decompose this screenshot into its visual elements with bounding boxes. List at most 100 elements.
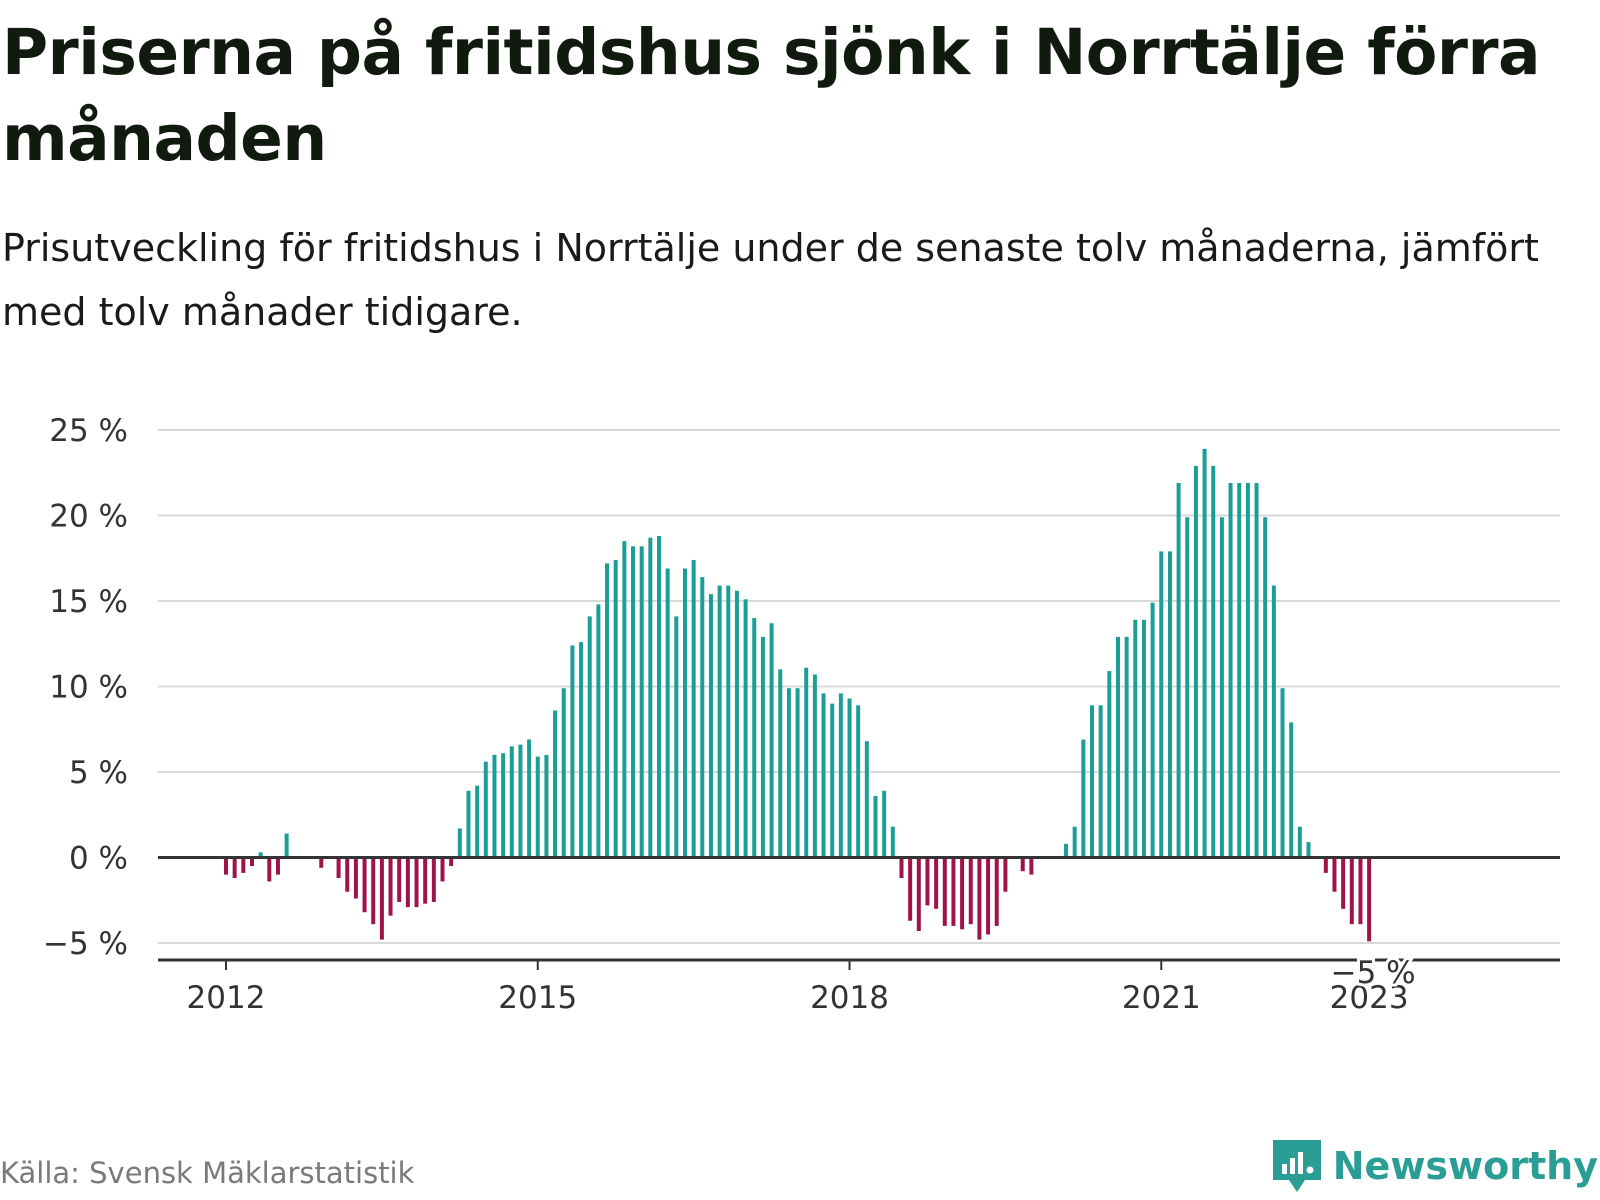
bar: [1263, 517, 1268, 858]
bar: [1367, 857, 1372, 942]
bar: [934, 857, 939, 909]
bar: [639, 546, 644, 858]
bar: [830, 703, 835, 858]
bar: [1297, 826, 1302, 858]
bar: [449, 857, 454, 867]
bar: [345, 857, 350, 892]
y-tick-label: 10 %: [49, 670, 128, 706]
bar: [708, 594, 713, 858]
bar: [267, 857, 272, 882]
bar: [570, 645, 575, 858]
bar: [1245, 483, 1250, 858]
y-tick-label: −5 %: [43, 926, 128, 962]
bar: [812, 674, 817, 858]
bar: [431, 857, 436, 902]
x-axis-ticks: 2012 2015 2018 2021 2023: [187, 960, 1409, 1016]
bar: [838, 693, 843, 858]
x-tick-label: 2015: [498, 980, 577, 1016]
bar: [942, 857, 947, 926]
bar: [631, 546, 636, 858]
bar: [561, 688, 566, 858]
bar: [1358, 857, 1363, 925]
bar: [379, 857, 384, 940]
y-tick-label: 15 %: [49, 584, 128, 620]
bar: [1349, 857, 1354, 925]
bar: [752, 618, 757, 858]
bar: [466, 790, 471, 858]
bar: [475, 785, 480, 858]
bar: [613, 559, 618, 858]
bar: [1323, 857, 1328, 873]
bar: [1115, 636, 1120, 858]
bar: [916, 857, 921, 932]
bar: [509, 746, 514, 858]
y-tick-label: 0 %: [69, 841, 128, 877]
bar: [726, 585, 731, 858]
bar: [778, 669, 783, 858]
bar: [544, 754, 549, 858]
newsworthy-logo-icon: [1272, 1140, 1321, 1192]
bar: [648, 537, 653, 858]
bar: [1029, 857, 1034, 875]
bar: [1193, 465, 1198, 858]
bar: [890, 826, 895, 858]
bar: [224, 857, 228, 875]
grid-lines: [158, 429, 1560, 944]
bar: [700, 577, 705, 858]
bar: [734, 590, 739, 858]
bar: [1141, 619, 1146, 858]
bar: [414, 857, 419, 908]
bar: [1289, 722, 1294, 858]
bar: [362, 857, 367, 913]
bar: [388, 857, 393, 916]
chart-title: Priserna på fritidshus sjönk i Norrtälje…: [2, 16, 1541, 175]
bar: [353, 857, 358, 899]
bar: [275, 857, 280, 875]
bar: [977, 857, 982, 940]
bar: [873, 795, 878, 858]
bar: [1211, 465, 1216, 858]
bar: [743, 599, 748, 858]
bar: [994, 857, 999, 926]
bar: [579, 642, 584, 858]
bar: [440, 857, 445, 882]
bar: [423, 857, 428, 904]
bar: [483, 761, 488, 858]
bar: [457, 828, 462, 858]
chart-subtitle: Prisutveckling för fritidshus i Norrtälj…: [2, 226, 1539, 334]
bar: [553, 710, 558, 858]
bar: [682, 568, 687, 858]
bar: [527, 739, 532, 858]
bar: [336, 857, 341, 879]
bar: [908, 857, 913, 921]
bar: [769, 623, 774, 858]
bar: [674, 616, 679, 858]
bar: [821, 693, 826, 858]
bar: [232, 857, 237, 879]
bar: [1202, 448, 1207, 858]
bar: [492, 754, 497, 858]
bar: [864, 741, 869, 858]
bar: [241, 857, 246, 873]
bar: [856, 705, 861, 858]
bar: [1150, 602, 1155, 858]
x-tick-label: 2021: [1122, 980, 1201, 1016]
bar: [1107, 671, 1112, 858]
bar: [622, 541, 627, 858]
bar: [691, 559, 696, 858]
bar: [1271, 585, 1276, 858]
bar: [847, 698, 852, 858]
y-tick-label: 20 %: [49, 499, 128, 535]
bar: [1081, 739, 1086, 858]
bar: [1133, 619, 1138, 858]
bar: [587, 616, 592, 858]
bar: [1072, 826, 1077, 858]
x-tick-label: 2023: [1330, 980, 1409, 1016]
bar: [899, 857, 904, 879]
bar: [882, 790, 887, 858]
bar: [986, 857, 991, 935]
bar: [1064, 843, 1069, 858]
bar: [665, 568, 670, 858]
bar: [786, 688, 791, 858]
bar: [1159, 551, 1164, 858]
